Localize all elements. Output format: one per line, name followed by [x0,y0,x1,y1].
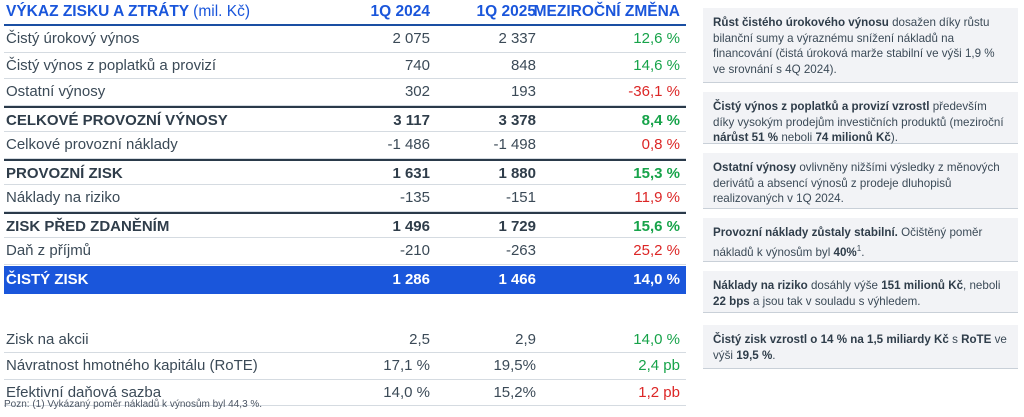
value-1q2024: 1 286 [392,270,430,288]
value-1q2024: 740 [404,56,430,74]
commentary-panel: Růst čistého úrokového výnosu dosažen dí… [703,8,1018,378]
value-1q2025: 2 337 [498,30,536,47]
row-label: Náklady na riziko [6,189,121,206]
row-label: Ostatní výnosy [6,83,106,100]
value-1q2024: 17,1 % [383,357,430,374]
value-change: 2,4 pb [638,357,680,374]
column-header-1q2024: 1Q 2024 [370,3,430,20]
kpi-row: Efektivní daňová sazba 14,0 % 15,2% 1,2 … [4,380,686,406]
note-cost-of-risk: Náklady na riziko dosáhly výše 151 milio… [703,271,1018,313]
value-1q2024: 2 075 [392,30,430,47]
note-fee-income: Čistý výnos z poplatků a provizí vzrostl… [703,92,1018,144]
row-label: Čistý úrokový výnos [6,30,140,47]
value-1q2025: 2,9 [515,330,536,348]
note-other-income: Ostatní výnosy ovlivněny nižšími výsledk… [703,153,1018,209]
row-label: Návratnost hmotného kapitálu (RoTE) [6,357,258,374]
value-change: 0,8 % [641,136,680,153]
value-change: -36,1 % [628,83,680,100]
value-1q2025: 193 [510,83,536,100]
table-row-subtotal: CELKOVÉ PROVOZNÍ VÝNOSY 3 117 3 378 8,4 … [4,105,686,132]
value-change: 14,0 % [633,330,680,348]
note-net-profit: Čistý zisk vzrostl o 14 % na 1,5 miliard… [703,325,1018,369]
value-1q2024: -210 [399,242,430,259]
value-1q2025: 3 378 [498,111,536,129]
value-1q2024: 3 117 [393,111,430,129]
value-1q2025: -1 498 [493,136,536,153]
value-change: 14,0 % [633,270,680,288]
value-change: 25,2 % [633,242,680,259]
table-title: VÝKAZ ZISKU A ZTRÁTY (mil. Kč) [6,3,250,20]
column-header-change: MEZIROČNÍ ZMĚNA [533,3,680,20]
value-1q2024: -1 486 [387,136,430,153]
table-row: Celkové provozní náklady -1 486 -1 498 0… [4,132,686,159]
table-row: Náklady na riziko -135 -151 11,9 % [4,185,686,212]
value-1q2025: 1 466 [498,270,536,288]
value-change: 15,6 % [633,217,680,235]
row-label: Zisk na akcii [6,330,89,348]
value-change: 1,2 pb [638,383,680,401]
table-row-subtotal: ZISK PŘED ZDANĚNÍM 1 496 1 729 15,6 % [4,211,686,238]
table-row: Daň z příjmů -210 -263 25,2 % [4,238,686,265]
value-change: 8,4 % [641,111,680,129]
row-label: PROVOZNÍ ZISK [6,164,123,182]
value-change: 14,6 % [633,56,680,74]
value-1q2025: -263 [505,242,536,259]
note-operating-costs: Provozní náklady zůstaly stabilní. Očišt… [703,218,1018,262]
table-row: Čistý úrokový výnos 2 075 2 337 12,6 % [4,26,686,53]
row-label: ZISK PŘED ZDANĚNÍM [6,217,170,235]
value-change: 15,3 % [633,164,680,182]
table-row: Ostatní výnosy 302 193 -36,1 % [4,79,686,106]
value-1q2025: 848 [510,56,536,74]
row-label: Efektivní daňová sazba [6,383,162,401]
column-header-1q2025: 1Q 2025 [476,3,536,20]
value-1q2024: 14,0 % [383,383,430,401]
row-label: Daň z příjmů [6,242,92,259]
value-change: 11,9 % [634,189,680,206]
row-label: ČISTÝ ZISK [6,270,89,288]
value-1q2024: 2,5 [409,330,430,348]
value-1q2024: 1 496 [392,217,430,235]
value-1q2024: 302 [404,83,430,100]
table-row-subtotal: PROVOZNÍ ZISK 1 631 1 880 15,3 % [4,158,686,185]
value-1q2024: -135 [399,189,430,206]
table-row-net-profit: ČISTÝ ZISK 1 286 1 466 14,0 % [4,265,686,294]
table-header: VÝKAZ ZISKU A ZTRÁTY (mil. Kč) 1Q 2024 1… [4,0,686,26]
value-1q2025: -151 [505,189,536,206]
value-1q2025: 15,2% [493,383,536,401]
row-label: CELKOVÉ PROVOZNÍ VÝNOSY [6,111,228,129]
row-label: Celkové provozní náklady [6,136,178,153]
value-1q2025: 19,5% [493,357,536,374]
note-net-interest-income: Růst čistého úrokového výnosu dosažen dí… [703,8,1018,83]
value-1q2025: 1 729 [498,217,536,235]
footnote: Pozn: (1) Vykázaný poměr nákladů k výnos… [4,399,263,410]
table-row: Čistý výnos z poplatků a provizí 740 848… [4,53,686,79]
income-statement-table: VÝKAZ ZISKU A ZTRÁTY (mil. Kč) 1Q 2024 1… [4,0,686,406]
kpi-row: Zisk na akcii 2,5 2,9 14,0 % [4,327,686,353]
kpi-row: Návratnost hmotného kapitálu (RoTE) 17,1… [4,353,686,380]
value-1q2024: 1 631 [392,164,430,182]
value-1q2025: 1 880 [498,164,536,182]
row-label: Čistý výnos z poplatků a provizí [6,56,217,74]
value-change: 12,6 % [633,30,680,47]
